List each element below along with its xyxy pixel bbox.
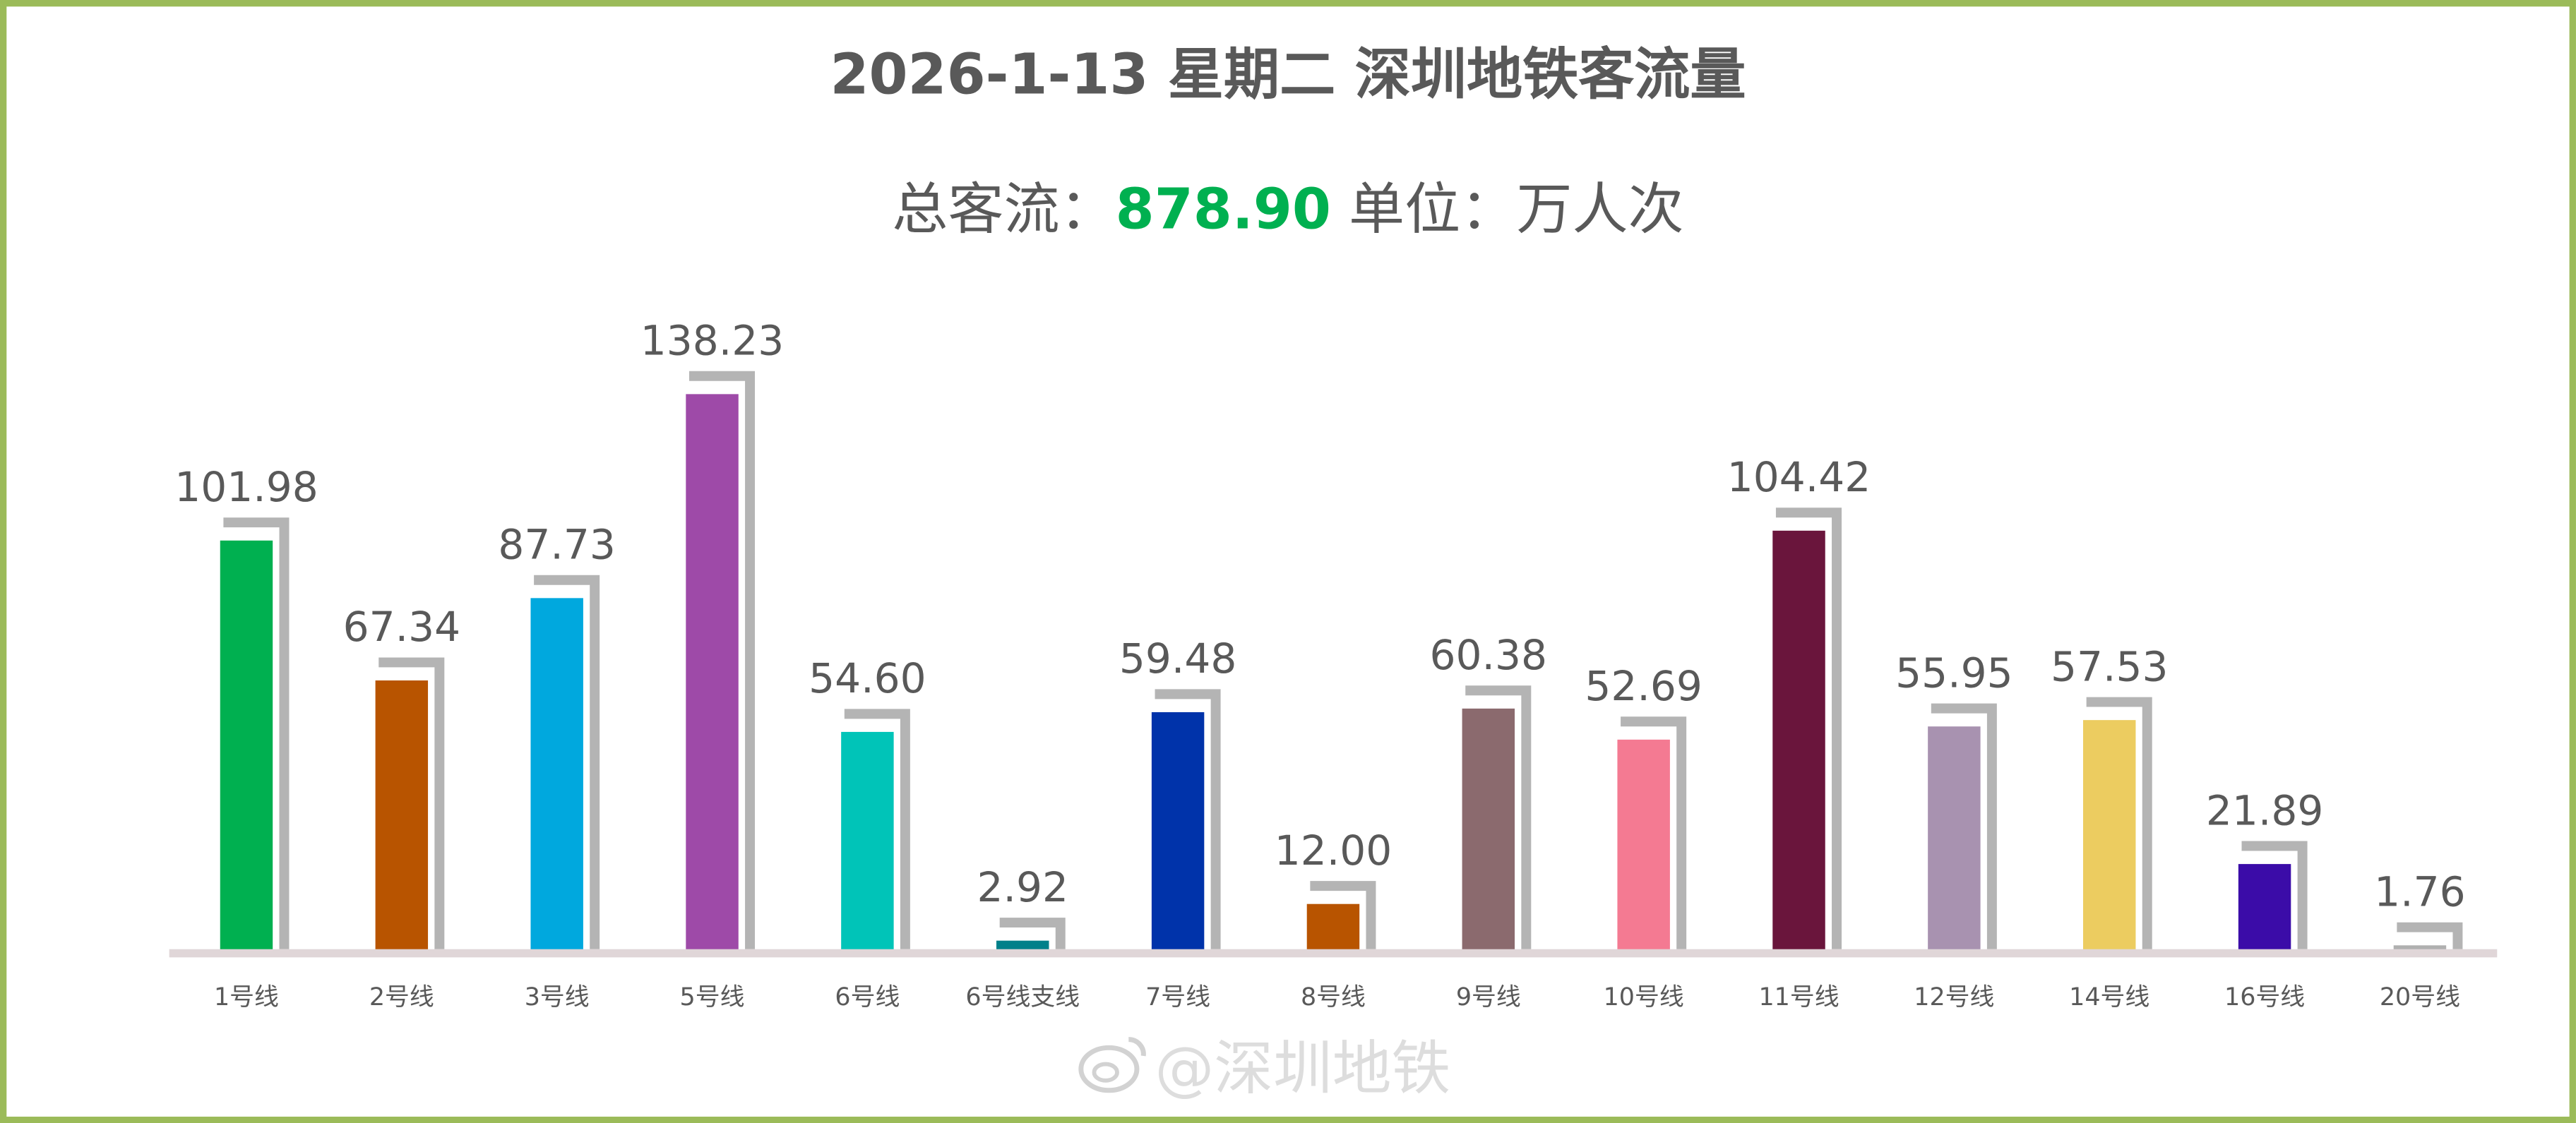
category-label: 2号线: [369, 983, 434, 1011]
category-label: 16号线: [2224, 983, 2305, 1011]
bar-3号线: [530, 598, 583, 953]
bar-shadow: [999, 918, 1066, 949]
chart-subtitle: 总客流：878.90 单位：万人次: [0, 164, 2576, 245]
value-label: 54.60: [809, 654, 926, 702]
category-label: 3号线: [525, 983, 590, 1011]
bar-shadow: [2241, 841, 2308, 949]
bar-5号线: [686, 394, 739, 953]
bar-shadow: [1931, 703, 1997, 949]
value-label: 2.92: [977, 863, 1068, 911]
bar-10号线: [1617, 739, 1670, 953]
category-label: 8号线: [1301, 983, 1366, 1011]
bar-shadow: [688, 371, 756, 949]
value-label: 52.69: [1585, 662, 1703, 710]
bar-shadow: [378, 657, 445, 949]
bar-6号线: [841, 731, 894, 953]
category-label: 20号线: [2380, 983, 2460, 1011]
category-label: 11号线: [1758, 983, 1839, 1011]
bar-shadow: [534, 575, 600, 949]
category-label: 14号线: [2069, 983, 2149, 1011]
bar-20号线: [2393, 945, 2447, 953]
watermark-text: @深圳地铁: [1155, 1036, 1451, 1104]
x-axis-line: [169, 949, 2498, 958]
bar-11号线: [1772, 530, 1825, 953]
value-label: 59.48: [1119, 635, 1236, 683]
category-label: 6号线支线: [965, 983, 1080, 1011]
value-label: 104.42: [1727, 453, 1871, 501]
value-label: 57.53: [2051, 642, 2169, 690]
bar-1号线: [220, 540, 273, 953]
value-label: 12.00: [1275, 827, 1392, 875]
value-label: 60.38: [1430, 631, 1547, 679]
bar-12号线: [1928, 726, 1981, 953]
bar-shadow: [2397, 922, 2463, 949]
category-label: 6号线: [835, 983, 900, 1011]
bar-shadow: [1155, 689, 1221, 949]
value-label: 21.89: [2206, 786, 2324, 834]
value-label: 87.73: [498, 521, 616, 569]
value-label: 1.76: [2374, 867, 2466, 915]
value-label: 101.98: [174, 463, 318, 511]
bar-7号线: [1151, 712, 1205, 953]
chart-title: 2026-1-13 星期二 深圳地铁客流量: [830, 42, 1746, 109]
bar-shadow: [2086, 697, 2152, 949]
bar-shadow: [1310, 881, 1376, 949]
bar-shadow: [1621, 716, 1687, 949]
category-label: 10号线: [1604, 983, 1684, 1011]
watermark: @深圳地铁: [1076, 1021, 1450, 1107]
bar-16号线: [2238, 864, 2291, 953]
bar-shadow: [1465, 685, 1532, 949]
weibo-logo-icon: [1078, 1037, 1146, 1093]
bar-2号线: [375, 680, 429, 953]
unit-label: 单位：万人次: [1330, 177, 1684, 244]
total-label: 总客流：: [892, 177, 1116, 244]
bar-shadow: [1775, 508, 1842, 949]
bar-9号线: [1462, 708, 1515, 953]
bar-8号线: [1306, 903, 1360, 953]
category-label: 1号线: [214, 983, 279, 1011]
value-label: 138.23: [640, 317, 785, 365]
category-label: 7号线: [1145, 983, 1210, 1011]
total-value: 878.90: [1115, 177, 1331, 244]
category-label: 9号线: [1456, 983, 1521, 1011]
bar-shadow: [223, 517, 290, 949]
bar-shadow: [844, 709, 910, 949]
value-label: 55.95: [1895, 649, 2013, 697]
category-label: 5号线: [680, 983, 745, 1011]
bar-14号线: [2083, 720, 2136, 953]
value-label: 67.34: [343, 603, 461, 651]
category-label: 12号线: [1914, 983, 1994, 1011]
